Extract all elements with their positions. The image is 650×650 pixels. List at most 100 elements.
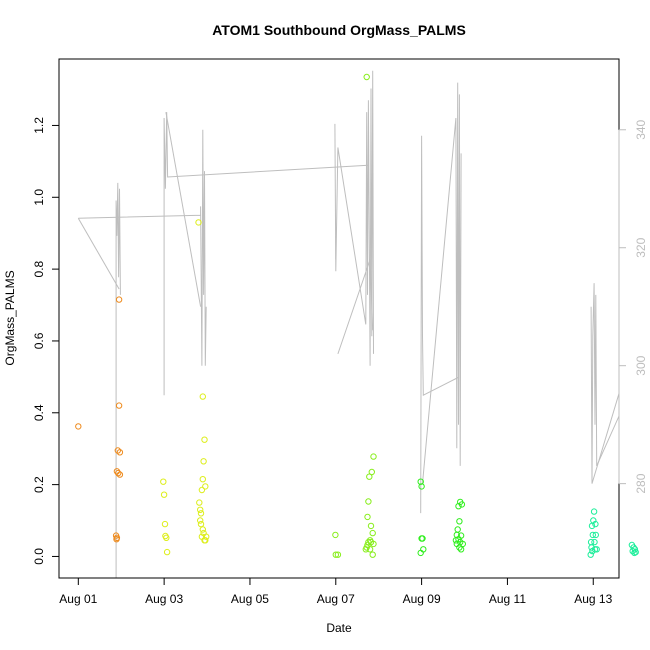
data-point	[115, 469, 122, 477]
data-point	[332, 531, 339, 539]
data-point	[370, 453, 377, 460]
series-2	[332, 73, 377, 558]
data-point	[363, 73, 370, 81]
data-point	[590, 508, 598, 515]
data-point	[369, 551, 376, 558]
secondary-line-10	[590, 283, 619, 484]
y-tick-label: 0.0	[32, 548, 46, 565]
y-axis-label: OrgMass_PALMS	[3, 270, 17, 365]
y-tick-label: 0.6	[32, 332, 46, 349]
data-point	[113, 534, 121, 541]
data-point	[457, 532, 465, 539]
data-point	[365, 498, 372, 505]
y-tick-label: 0.2	[32, 476, 46, 493]
series-3	[417, 478, 466, 557]
y2-tick-label: 340	[634, 119, 648, 139]
data-point	[201, 436, 208, 443]
data-point	[115, 296, 123, 303]
data-point	[199, 476, 207, 483]
y-tick-label: 1.2	[32, 117, 46, 134]
data-point	[592, 531, 599, 539]
data-point	[196, 499, 203, 506]
secondary-line-6	[337, 259, 374, 355]
secondary-line-5	[334, 70, 374, 366]
data-point	[75, 423, 82, 430]
data-point	[116, 449, 124, 456]
y2-tick-label: 280	[634, 473, 648, 493]
data-point	[591, 538, 598, 546]
data-point	[369, 529, 376, 537]
x-tick-label: Aug 13	[574, 592, 612, 606]
secondary-line-9	[422, 82, 462, 484]
data-point	[364, 513, 371, 521]
y-tick-label: 0.8	[32, 260, 46, 277]
x-axis-label: Date	[326, 621, 352, 635]
data-points	[75, 73, 639, 558]
y2-tick-label: 300	[634, 355, 648, 375]
data-point	[203, 533, 210, 540]
data-point	[631, 549, 638, 557]
data-point	[116, 471, 124, 478]
secondary-line-2	[77, 217, 120, 290]
y2-axis: 280 300 320 340	[618, 119, 648, 494]
secondary-line-11	[591, 391, 619, 484]
data-point	[160, 478, 167, 485]
chart-title: ATOM1 Southbound OrgMass_PALMS	[212, 22, 466, 38]
x-tick-label: Aug 01	[59, 592, 97, 606]
data-point	[197, 517, 204, 524]
data-point	[334, 551, 342, 558]
data-point	[589, 531, 596, 539]
series-1	[160, 219, 210, 556]
data-point	[367, 522, 375, 530]
data-point	[419, 535, 426, 542]
data-point	[332, 551, 339, 558]
secondary-line-1	[115, 182, 121, 578]
data-point	[200, 458, 207, 465]
data-point	[199, 393, 207, 400]
data-point	[202, 483, 209, 490]
data-point	[366, 473, 373, 480]
x-tick-label: Aug 07	[317, 592, 355, 606]
data-point	[366, 546, 374, 553]
data-point	[418, 483, 425, 490]
data-point	[197, 520, 205, 528]
data-point	[458, 501, 466, 508]
data-point	[368, 468, 375, 476]
secondary-line-0	[78, 129, 207, 366]
secondary-lines	[77, 70, 619, 578]
x-tick-label: Aug 05	[231, 592, 269, 606]
data-point	[454, 526, 461, 533]
x-tick-label: Aug 11	[489, 592, 526, 606]
y2-tick-label: 320	[634, 237, 648, 257]
data-point	[163, 534, 170, 541]
data-point	[163, 548, 171, 556]
data-point	[587, 551, 594, 558]
secondary-line-8	[420, 135, 459, 514]
data-point	[197, 506, 204, 513]
data-point	[592, 520, 599, 528]
data-point	[198, 486, 206, 494]
y-axis: 0.0 0.2 0.4 0.6 0.8 1.0 1.2	[32, 117, 60, 565]
x-axis: Aug 01 Aug 03 Aug 05 Aug 07 Aug 09 Aug 11 Aug …	[59, 577, 613, 606]
secondary-line-3	[163, 112, 369, 396]
data-point	[370, 540, 377, 548]
data-point	[115, 402, 123, 409]
y-tick-label: 1.0	[32, 189, 46, 206]
data-point	[417, 478, 424, 485]
data-point	[202, 537, 209, 544]
data-point	[195, 219, 202, 226]
data-point	[631, 546, 639, 553]
x-tick-label: Aug 09	[403, 592, 441, 606]
data-point	[459, 540, 466, 548]
data-point	[593, 546, 600, 553]
data-point	[161, 520, 169, 528]
series-4	[587, 508, 639, 558]
data-point	[632, 548, 639, 556]
secondary-line-4	[165, 112, 202, 307]
data-point	[456, 518, 463, 525]
data-point	[362, 546, 369, 553]
series-0	[75, 296, 124, 543]
data-point	[197, 510, 205, 517]
